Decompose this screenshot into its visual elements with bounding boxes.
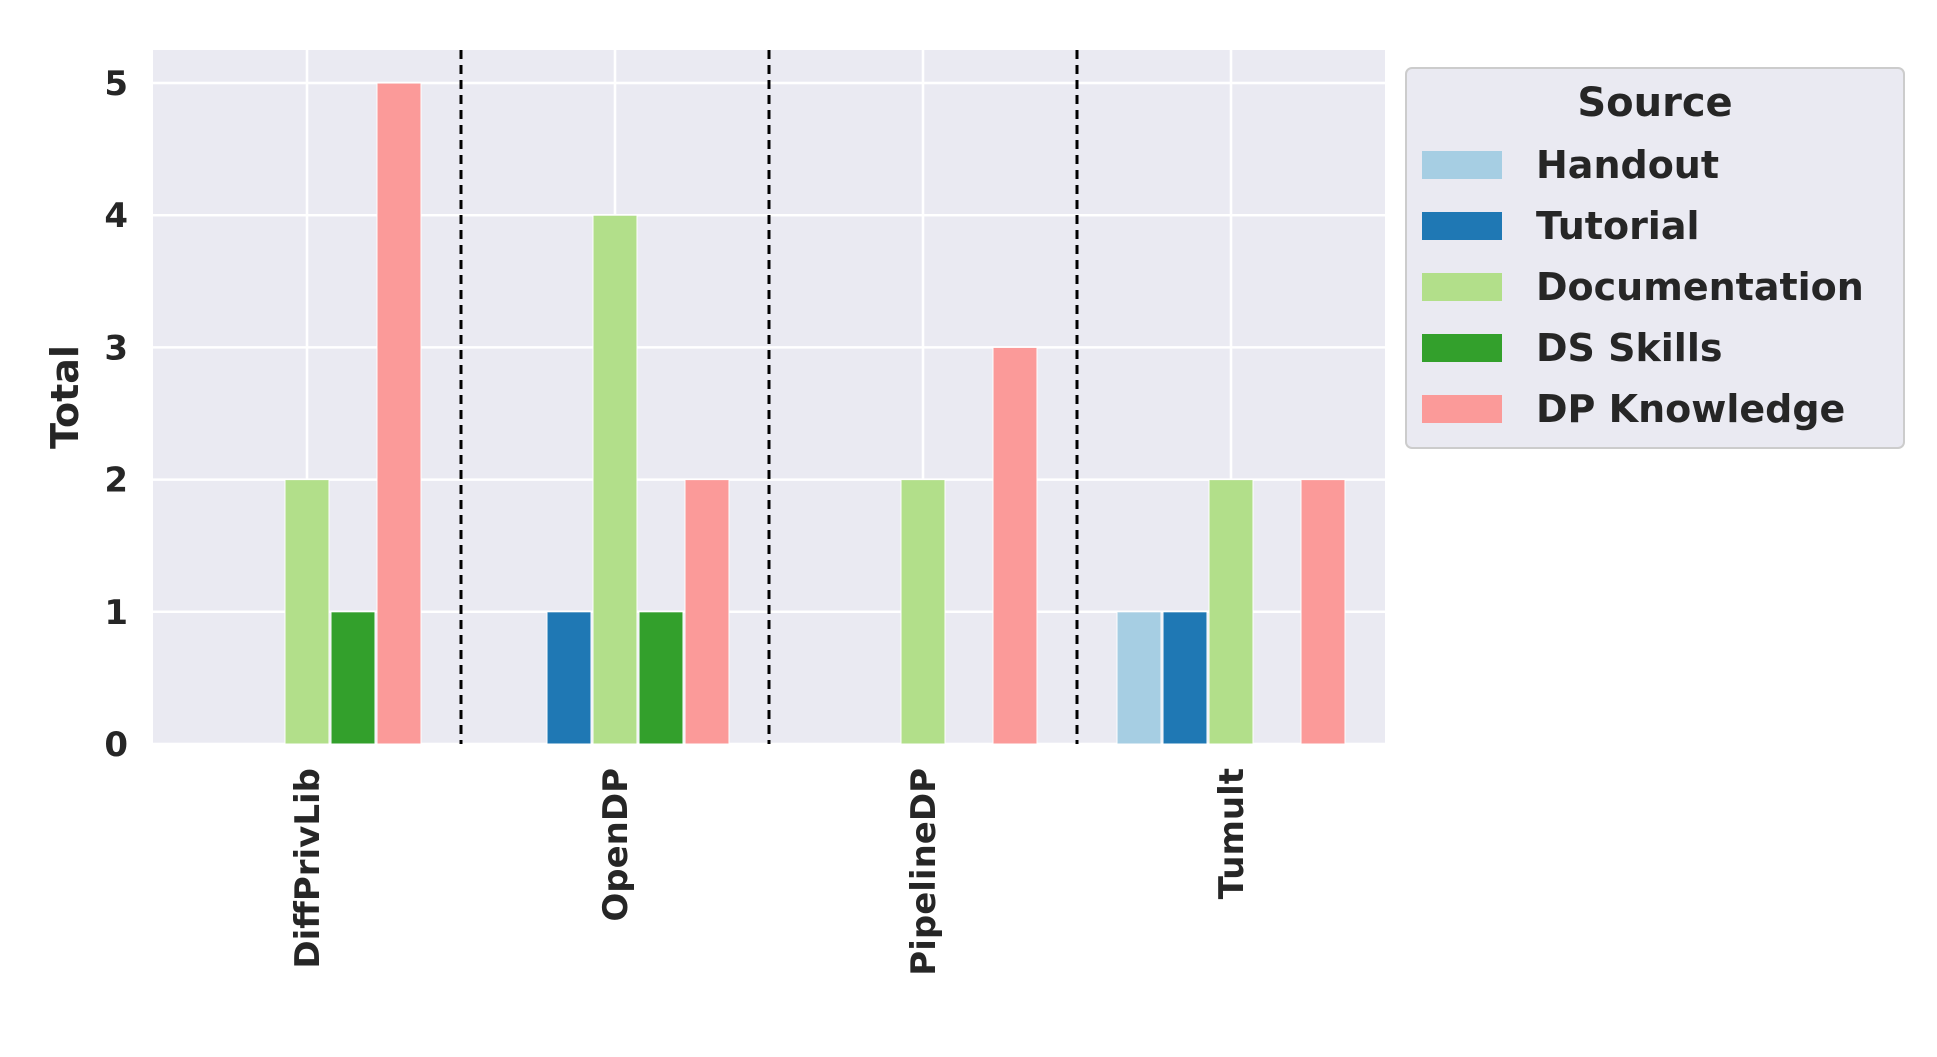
bar-diffprivlib-ds-skills xyxy=(330,611,376,745)
legend-items: Handout Tutorial Documentation DS Skills DP … xyxy=(1422,143,1864,431)
legend-box xyxy=(1405,67,1905,449)
bar-opendp-ds-skills xyxy=(638,611,684,745)
legend-swatch-ds-skills xyxy=(1422,334,1502,362)
y-axis-label: Total xyxy=(43,345,87,449)
legend-label: DS Skills xyxy=(1536,326,1722,370)
group-separators xyxy=(459,50,1079,744)
legend-swatch-handout xyxy=(1422,151,1502,179)
bar-opendp-dp-knowledge xyxy=(684,479,730,745)
bar-opendp-tutorial xyxy=(546,611,592,745)
x-tick-label: Tumult xyxy=(1212,768,1252,899)
x-tick-label: PipelineDP xyxy=(904,768,944,976)
bar-opendp-documentation xyxy=(592,214,638,745)
bar-tumult-tutorial xyxy=(1162,611,1208,745)
bar-tumult-handout xyxy=(1116,611,1162,745)
x-tick-label: DiffPrivLib xyxy=(288,768,328,969)
legend: Source Handout Tutorial Documentation DS Sk… xyxy=(1405,67,1905,449)
y-tick-label: 1 xyxy=(104,593,128,633)
y-tick-label: 5 xyxy=(104,64,128,104)
y-tick-label: 0 xyxy=(104,725,128,765)
y-tick-label: 2 xyxy=(104,461,128,501)
bar-diffprivlib-documentation xyxy=(284,479,330,745)
legend-label: Tutorial xyxy=(1536,204,1700,248)
bar-tumult-documentation xyxy=(1208,479,1254,745)
legend-swatch-documentation xyxy=(1422,273,1502,301)
bar-diffprivlib-dp-knowledge xyxy=(376,82,422,745)
bar-tumult-dp-knowledge xyxy=(1300,479,1346,745)
legend-swatch-tutorial xyxy=(1422,212,1502,240)
legend-label: Documentation xyxy=(1536,265,1864,309)
y-tick-label: 3 xyxy=(104,328,128,368)
bar-pipelinedp-dp-knowledge xyxy=(992,346,1038,745)
legend-title: Source xyxy=(1577,80,1732,126)
x-tick-labels: DiffPrivLib OpenDP PipelineDP Tumult xyxy=(288,768,1252,976)
legend-label: Handout xyxy=(1536,143,1719,187)
legend-swatch-dp-knowledge xyxy=(1422,395,1502,423)
bar-pipelinedp-documentation xyxy=(900,479,946,745)
y-tick-label: 4 xyxy=(104,196,128,236)
legend-label: DP Knowledge xyxy=(1536,387,1845,431)
x-tick-label: OpenDP xyxy=(596,768,636,922)
y-tick-labels: 0 1 2 3 4 5 xyxy=(104,64,128,765)
bars xyxy=(284,82,1346,745)
